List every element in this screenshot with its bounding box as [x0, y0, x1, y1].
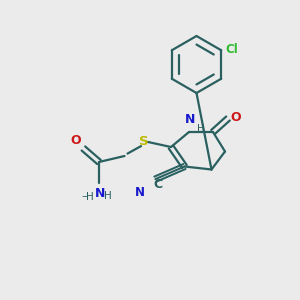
- Text: N: N: [94, 187, 105, 200]
- Text: Cl: Cl: [226, 43, 238, 56]
- Text: O: O: [230, 111, 241, 124]
- Text: S: S: [139, 135, 148, 148]
- Text: C: C: [154, 178, 163, 191]
- Text: N: N: [135, 186, 145, 199]
- Text: H: H: [86, 192, 94, 202]
- Text: H: H: [197, 124, 205, 134]
- Text: H: H: [103, 191, 111, 201]
- Text: O: O: [70, 134, 81, 147]
- Text: –: –: [82, 191, 87, 201]
- Text: N: N: [185, 113, 195, 126]
